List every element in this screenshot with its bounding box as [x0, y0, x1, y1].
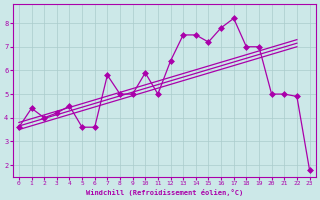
X-axis label: Windchill (Refroidissement éolien,°C): Windchill (Refroidissement éolien,°C)	[85, 189, 243, 196]
